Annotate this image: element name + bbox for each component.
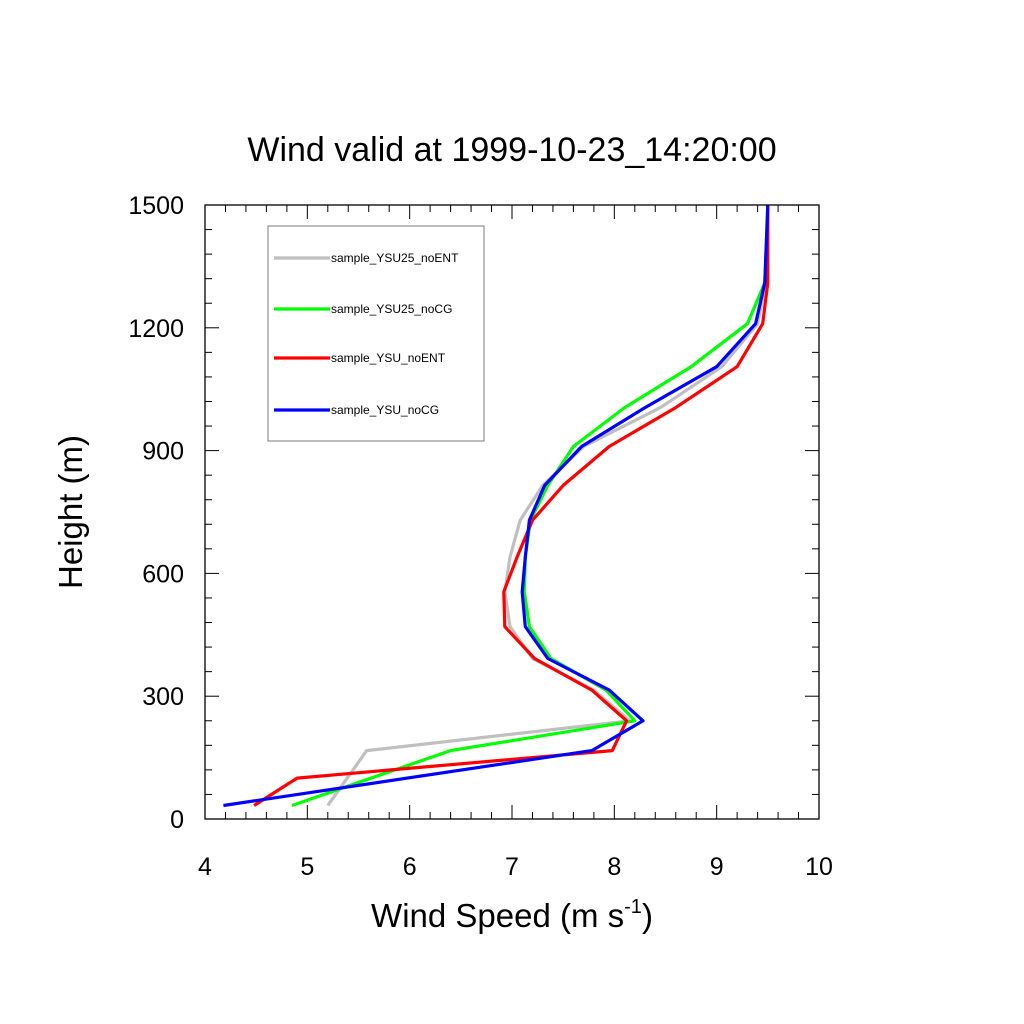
plot-frame — [204, 204, 820, 820]
legend-items: sample_YSU25_noENT sample_YSU25_noCGsampl… — [274, 251, 459, 417]
x-axis-label-main: Wind Speed (m s — [371, 897, 624, 934]
y-tick-label: 0 — [170, 806, 184, 834]
x-axis-label-close: ) — [642, 897, 653, 934]
legend-box — [267, 225, 485, 442]
x-tick-label: 10 — [805, 853, 833, 881]
series-line-sample_YSU25_noENT — [326, 204, 770, 807]
legend-label: sample_YSU25_noCG — [331, 302, 452, 316]
y-tick-label: 300 — [142, 683, 184, 711]
y-axis-label: Height (m) — [52, 435, 89, 589]
series-line-sample_YSU_noCG — [223, 204, 770, 808]
x-tick-label: 8 — [607, 853, 621, 881]
y-tick-labels: 0 300 600 900 1200 1500 — [128, 192, 184, 834]
y-tick-label: 900 — [142, 438, 184, 466]
x-tick-label: 4 — [198, 853, 212, 881]
x-tick-labels: 4 5 6 7 8 9 10 — [198, 853, 833, 881]
y-tick-label: 1500 — [128, 192, 184, 220]
x-tick-label: 6 — [403, 853, 417, 881]
chart-title: Wind valid at 1999-10-23_14:20:00 — [247, 131, 776, 169]
legend-label: sample_YSU25_noENT — [331, 251, 459, 265]
legend-label: sample_YSU_noENT — [331, 351, 446, 365]
legend-label: sample_YSU_noCG — [331, 403, 439, 417]
x-axis-label-exponent: -1 — [624, 896, 642, 918]
x-axis-label: Wind Speed (m s-1) — [371, 896, 653, 934]
x-tick-label: 5 — [300, 853, 314, 881]
y-tick-label: 1200 — [128, 315, 184, 343]
x-tick-label: 7 — [505, 853, 519, 881]
series-lines — [223, 204, 770, 808]
axis-ticks — [204, 204, 820, 820]
legend: sample_YSU25_noENT sample_YSU25_noCGsampl… — [267, 225, 485, 442]
series-line-sample_YSU_noENT — [253, 205, 770, 807]
y-tick-label: 600 — [142, 560, 184, 588]
x-tick-label: 9 — [710, 853, 724, 881]
